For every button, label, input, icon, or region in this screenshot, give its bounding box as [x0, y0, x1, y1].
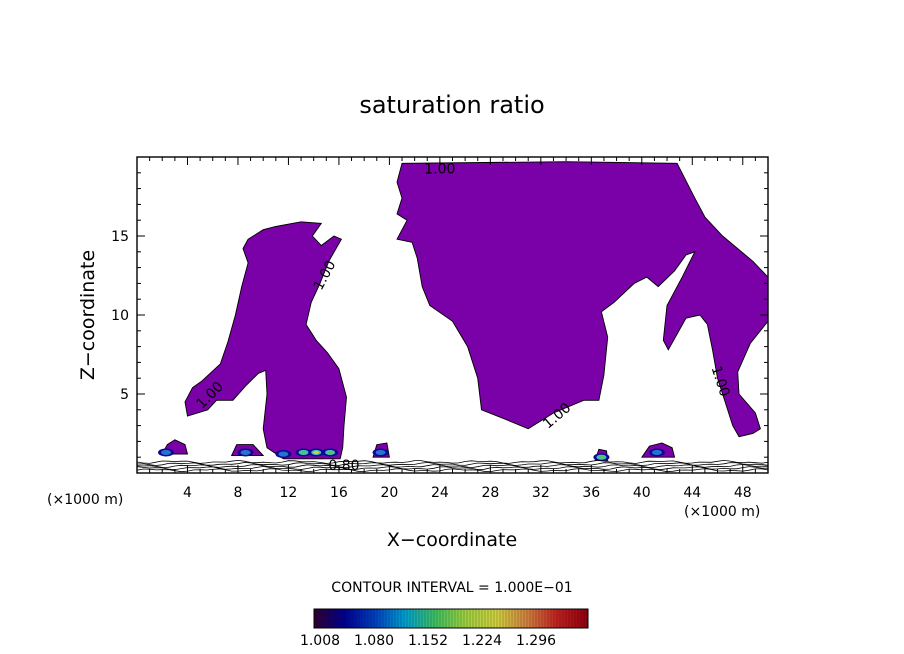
hotspot-7-mid	[375, 449, 386, 456]
hotspot-5-core	[313, 450, 320, 454]
hotspot-2-mid	[240, 449, 251, 456]
contour-label-1: 1.00	[424, 162, 455, 178]
colorbar: 1.008 1.080 1.152 1.224 1.296	[300, 608, 589, 649]
x-tick-label-8: 8	[233, 485, 242, 501]
colorbar-tick-label-3: 1.152	[408, 633, 448, 649]
y-tick-label-10: 10	[111, 308, 129, 324]
colorbar-tick-label-2: 1.080	[354, 633, 394, 649]
x-axis-label: X−coordinate	[387, 529, 517, 551]
x-tick-label-4: 4	[183, 485, 192, 501]
x-tick-label-36: 36	[582, 485, 600, 501]
hotspot-1-mid	[161, 449, 172, 456]
colorbar-tick-label-1: 1.008	[300, 633, 340, 649]
x-unit-label-right: (×1000 m)	[684, 504, 760, 520]
plot-area: 1.001.001.001.001.000.80 4 8 12 16 20 24 28 32 3…	[111, 156, 769, 501]
hotspot-8-core	[598, 455, 605, 459]
surface-contour-line-4	[137, 462, 768, 466]
surface-contour-line-1	[137, 468, 768, 473]
filled-region-2	[184, 221, 347, 460]
x-tick-label-48: 48	[734, 485, 752, 501]
surface-contour-line-3	[137, 464, 768, 469]
hotspot-3-mid	[278, 451, 289, 457]
y-tick-label-5: 5	[120, 387, 129, 403]
contour-interval-text: CONTOUR INTERVAL = 1.000E−01	[331, 580, 572, 596]
surface-contour-line-2	[137, 466, 768, 471]
colorbar-gradient	[313, 608, 589, 629]
hotspot-6-core	[327, 450, 334, 454]
y-axis-label: Z−coordinate	[77, 250, 99, 380]
x-tick-label-40: 40	[633, 485, 651, 501]
x-tick-label-24: 24	[431, 485, 449, 501]
x-tick-label-20: 20	[380, 485, 398, 501]
hotspot-4-core	[300, 450, 307, 454]
x-tick-label-28: 28	[481, 485, 499, 501]
contour-label-6: 0.80	[328, 458, 359, 474]
x-tick-label-12: 12	[280, 485, 298, 501]
surface-contour-lines	[137, 459, 768, 473]
x-tick-label-44: 44	[683, 485, 701, 501]
colorbar-tick-label-5: 1.296	[516, 633, 556, 649]
chart-title: saturation ratio	[359, 91, 544, 119]
x-tick-label-32: 32	[532, 485, 550, 501]
surface-contour-line-5	[137, 459, 768, 464]
y-tick-label-15: 15	[111, 229, 129, 245]
hotspot-9-mid	[651, 449, 662, 456]
x-unit-label-left: (×1000 m)	[47, 492, 123, 508]
filled-region-1	[396, 161, 768, 438]
x-tick-label-16: 16	[330, 485, 348, 501]
colorbar-tick-label-4: 1.224	[462, 633, 502, 649]
